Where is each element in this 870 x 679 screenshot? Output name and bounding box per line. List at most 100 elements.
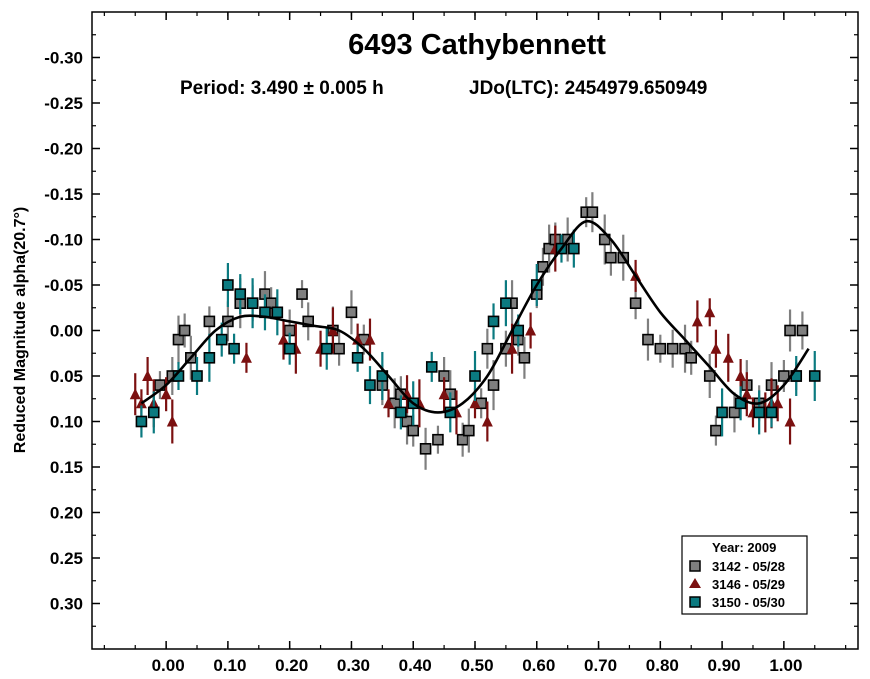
point-marker bbox=[691, 315, 703, 327]
data-point bbox=[240, 342, 252, 373]
data-point bbox=[784, 309, 796, 352]
data-point bbox=[765, 397, 778, 428]
x-tick-label: 0.70 bbox=[584, 656, 617, 675]
point-marker bbox=[679, 342, 691, 355]
data-point bbox=[425, 351, 438, 382]
point-marker bbox=[333, 342, 345, 355]
data-point bbox=[481, 401, 493, 442]
point-marker bbox=[784, 324, 796, 337]
point-marker bbox=[401, 415, 413, 428]
data-point bbox=[228, 333, 240, 364]
point-marker bbox=[703, 370, 716, 382]
point-marker bbox=[765, 406, 778, 419]
data-point bbox=[419, 427, 432, 470]
data-point bbox=[500, 280, 512, 327]
x-tick-label: 0.80 bbox=[646, 656, 679, 675]
data-point bbox=[463, 408, 475, 453]
y-tick-label: -0.30 bbox=[44, 49, 83, 68]
data-point bbox=[629, 287, 642, 320]
point-marker bbox=[160, 388, 172, 400]
point-marker bbox=[784, 415, 796, 427]
data-point bbox=[135, 405, 148, 438]
data-point bbox=[525, 312, 537, 349]
point-marker bbox=[518, 351, 531, 364]
point-marker bbox=[178, 324, 191, 337]
point-marker bbox=[487, 379, 500, 391]
x-tick-label: 0.40 bbox=[399, 656, 432, 675]
point-marker bbox=[302, 315, 315, 328]
data-point bbox=[753, 390, 765, 435]
x-tick-label: 0.60 bbox=[522, 656, 555, 675]
data-point bbox=[327, 307, 339, 354]
data-point bbox=[222, 263, 234, 307]
point-marker bbox=[203, 351, 216, 364]
point-marker bbox=[487, 315, 500, 328]
x-tick-label: 0.30 bbox=[337, 656, 370, 675]
epoch-label: JDo(LTC): 2454979.650949 bbox=[469, 78, 707, 99]
point-marker bbox=[215, 333, 228, 346]
point-marker bbox=[605, 251, 617, 264]
data-point bbox=[710, 415, 722, 446]
point-marker bbox=[351, 351, 364, 364]
data-point bbox=[364, 366, 376, 405]
y-tick-label: -0.25 bbox=[44, 94, 83, 113]
data-point bbox=[518, 336, 531, 379]
point-marker bbox=[296, 288, 308, 300]
point-marker bbox=[685, 351, 698, 364]
point-marker bbox=[320, 342, 333, 355]
data-point bbox=[456, 422, 469, 457]
period-label: Period: 3.490 ± 0.005 h bbox=[180, 78, 384, 99]
data-point bbox=[654, 334, 667, 363]
data-point bbox=[234, 274, 247, 315]
axis-ticks-layer: -0.30 -0.25 -0.20 -0.15 -0.10 -0.05 0.00 0.05 0.… bbox=[44, 12, 858, 675]
point-marker bbox=[568, 242, 580, 255]
data-point bbox=[784, 398, 796, 445]
point-marker bbox=[345, 306, 358, 319]
data-point bbox=[703, 354, 716, 398]
x-tick-label: 0.20 bbox=[275, 656, 308, 675]
data-point bbox=[586, 192, 599, 233]
point-marker bbox=[463, 424, 475, 437]
point-marker bbox=[481, 415, 493, 427]
point-marker bbox=[728, 406, 741, 419]
y-tick-label: 0.15 bbox=[50, 458, 83, 477]
data-point bbox=[246, 278, 259, 329]
point-marker bbox=[234, 288, 247, 300]
data-point bbox=[215, 322, 228, 357]
point-marker bbox=[395, 406, 407, 419]
data-point bbox=[320, 327, 333, 370]
legend-marker-3142 bbox=[689, 560, 701, 572]
y-tick-label: -0.05 bbox=[44, 276, 83, 295]
point-marker bbox=[135, 415, 148, 428]
data-point bbox=[395, 395, 407, 430]
data-point bbox=[796, 311, 809, 350]
point-marker bbox=[438, 388, 450, 400]
y-tick-label: 0.30 bbox=[50, 595, 83, 614]
legend-title: Year: 2009 bbox=[712, 540, 776, 555]
x-tick-label: 0.90 bbox=[708, 656, 741, 675]
data-point bbox=[178, 313, 191, 348]
point-marker bbox=[147, 406, 160, 419]
point-marker bbox=[741, 388, 753, 400]
data-point bbox=[283, 332, 296, 365]
point-marker bbox=[203, 315, 216, 328]
data-point bbox=[568, 229, 580, 268]
data-point bbox=[345, 290, 358, 335]
point-marker bbox=[142, 370, 154, 381]
point-marker bbox=[500, 297, 512, 310]
data-point bbox=[271, 289, 284, 336]
legend-marker-3146 bbox=[689, 578, 701, 588]
legend-box bbox=[681, 535, 808, 615]
data-point bbox=[710, 329, 722, 368]
data-point bbox=[728, 392, 741, 433]
data-point bbox=[741, 372, 753, 417]
legend-label-3150: 3150 - 05/30 bbox=[712, 595, 785, 610]
data-point bbox=[432, 425, 444, 454]
y-tick-label: 0.05 bbox=[50, 367, 83, 386]
data-point bbox=[691, 300, 703, 343]
data-point bbox=[278, 319, 289, 360]
legend-label-3146: 3146 - 05/29 bbox=[712, 577, 785, 592]
point-marker bbox=[432, 433, 444, 446]
data-point bbox=[716, 388, 728, 437]
